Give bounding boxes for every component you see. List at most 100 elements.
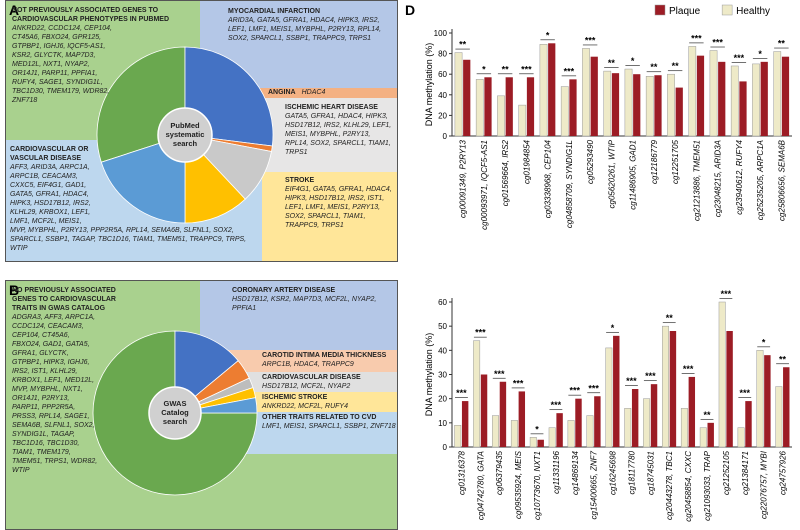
category-text: ISCHEMIC STROKE ANKRD22, MCF2L, RUFY4 <box>262 393 398 411</box>
significance-label: *** <box>734 53 745 63</box>
bar <box>624 68 633 137</box>
bar <box>675 87 683 136</box>
y-tick-label: 40 <box>438 346 447 355</box>
bar <box>575 398 582 447</box>
x-tick-label: cg20443278, TBC1 <box>665 451 674 520</box>
bar <box>505 77 513 136</box>
significance-label: ** <box>502 64 510 74</box>
bar <box>569 79 577 136</box>
bar <box>773 51 782 137</box>
significance-label: * <box>482 64 486 74</box>
bar <box>730 65 739 137</box>
significance-label: *** <box>585 35 596 45</box>
significance-label: *** <box>494 369 505 379</box>
y-axis-label: DNA methylation (%) <box>424 333 434 417</box>
significance-label: ** <box>778 39 786 49</box>
bar <box>473 340 481 448</box>
x-tick-label: cg25806656, SEMA6B <box>777 139 786 221</box>
bar <box>699 427 707 448</box>
x-tick-label: cg01984854 <box>522 139 531 184</box>
category-text: NOT PREVIOUSLY ASSOCIATED GENES TO CARDI… <box>12 6 187 105</box>
significance-label: ** <box>672 61 680 71</box>
bar <box>613 335 620 447</box>
y-tick-label: 0 <box>443 443 448 452</box>
category-title: ANGINA <box>268 89 296 96</box>
bar <box>745 401 752 447</box>
y-axis-label: DNA methylation (%) <box>424 43 434 127</box>
bar <box>650 384 658 447</box>
x-tick-label: cg09535924, MEIS <box>514 450 523 519</box>
x-tick-label: cg21384171 <box>741 451 750 495</box>
significance-label: *** <box>721 289 732 299</box>
bar <box>518 391 526 447</box>
bar <box>718 301 726 448</box>
x-tick-label: cg25235205, ARPC1A <box>756 140 765 220</box>
significance-label: * <box>758 49 762 59</box>
category-region <box>200 280 398 350</box>
y-tick-label: 50 <box>438 322 447 331</box>
legend-swatch <box>721 4 733 16</box>
significance-label: * <box>631 56 635 66</box>
significance-label: ** <box>608 58 616 68</box>
x-tick-label: cg03338968, CEP104 <box>544 139 553 218</box>
bar <box>548 427 556 448</box>
y-tick-label: 100 <box>434 29 448 38</box>
gene-list: ADGRA3, AFF3, ARPC1A, CCDC124, CEACAM3, … <box>12 314 98 474</box>
bar <box>696 55 705 136</box>
pie-slice <box>92 330 258 496</box>
bar <box>582 48 590 137</box>
x-tick-label: cg00091349, P2RY13 <box>459 139 468 218</box>
x-tick-label: cg18745031 <box>646 451 655 495</box>
bar <box>667 73 675 137</box>
x-tick-label: cg22076757, MYBI <box>760 450 769 519</box>
bar <box>737 427 745 448</box>
x-tick-label: cg10773670, NXT1 <box>533 451 542 520</box>
x-tick-label: cg12251705 <box>671 139 680 184</box>
bar <box>537 439 544 447</box>
y-tick-label: 20 <box>438 111 447 120</box>
bar <box>669 331 677 447</box>
bar <box>560 86 569 137</box>
significance-label: *** <box>691 33 702 43</box>
significance-label: *** <box>570 386 581 396</box>
bar <box>680 408 688 448</box>
category-text: CORONARY ARTERY DISEASE HSD17B12, KSR2, M… <box>232 286 392 313</box>
bar <box>643 398 651 448</box>
significance-label: ** <box>703 410 711 420</box>
category-text: CARDIOVASCULAR DISEASE HSD17B12, MCF2L, N… <box>262 373 398 391</box>
bar <box>688 376 696 447</box>
x-tick-label: cg11486905, GAD1 <box>629 140 638 210</box>
significance-label: *** <box>645 371 656 381</box>
bar <box>775 386 783 448</box>
category-title: CORONARY ARTERY DISEASE <box>232 287 336 294</box>
panel-frame <box>5 0 398 262</box>
bar <box>654 75 662 136</box>
bar <box>526 77 535 136</box>
bar <box>633 74 641 136</box>
category-title: NO PREVIOUSLY ASSOCIATED GENES TO CARDIO… <box>12 287 116 312</box>
significance-label: ** <box>459 40 467 50</box>
category-title: CARDIOVASCULAR OR VASCULAR DISEASE <box>10 146 89 162</box>
bar <box>764 355 771 447</box>
significance-label: ** <box>650 62 658 72</box>
significance-label: *** <box>564 66 575 76</box>
gene-list: ARID3A, GATA5, GFRA1, HDAC4, HIPK3, IRS2… <box>228 17 382 42</box>
y-tick-label: 20 <box>438 395 447 404</box>
x-tick-label: cg05293490 <box>586 139 595 184</box>
bar <box>624 408 632 448</box>
significance-label: *** <box>513 378 524 388</box>
pie-center <box>157 107 213 163</box>
legend-label: Healthy <box>736 6 770 17</box>
bar <box>631 389 639 447</box>
gene-list: ANKRD22, MCF2L, RUFY4 <box>262 403 348 410</box>
significance-label: *** <box>740 388 751 398</box>
x-tick-label: cg00093971, IQCF5-AS1 <box>480 140 489 230</box>
y-tick-label: 30 <box>438 371 447 380</box>
bar <box>718 61 726 137</box>
bar <box>662 325 669 448</box>
category-text: ISCHEMIC HEART DISEASE GATA5, GFRA1, HDAC… <box>285 103 395 157</box>
bar <box>726 331 733 447</box>
x-tick-label: cg20458854, CXXC <box>684 451 693 522</box>
x-tick-label: cg16245698 <box>609 450 618 495</box>
